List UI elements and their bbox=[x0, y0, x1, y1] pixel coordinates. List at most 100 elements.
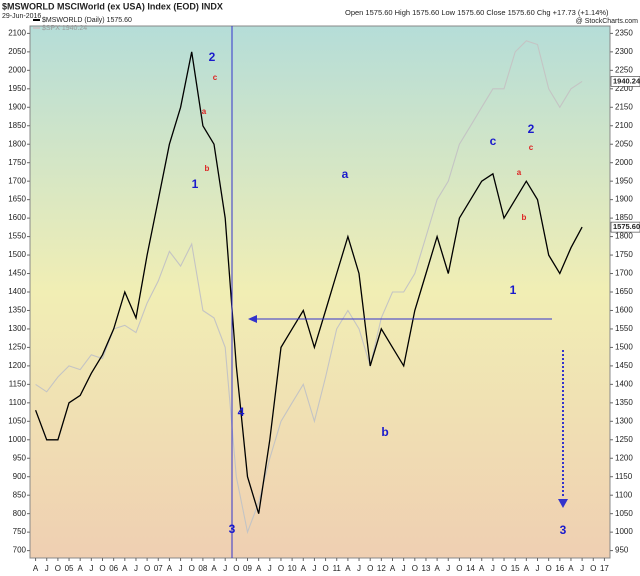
y-tick-label: 1300 bbox=[8, 324, 26, 333]
wave-label: a bbox=[517, 168, 522, 177]
wave-label: a bbox=[342, 167, 349, 181]
legend-label: $MSWORLD (Daily) 1575.60 bbox=[42, 17, 132, 24]
y-tick-label: 1450 bbox=[8, 269, 26, 278]
x-tick-label: A bbox=[434, 564, 440, 573]
y2-tick-label: 1250 bbox=[615, 435, 633, 444]
y2-tick-label: 950 bbox=[615, 546, 629, 555]
y-tick-label: 1800 bbox=[8, 139, 26, 148]
x-tick-label: A bbox=[256, 564, 262, 573]
x-tick-label: 11 bbox=[333, 564, 342, 573]
wave-label: 3 bbox=[560, 523, 567, 537]
wave-label: c bbox=[213, 73, 218, 82]
arrow-head bbox=[248, 315, 257, 323]
y-tick-label: 750 bbox=[13, 527, 27, 536]
y-tick-label: 1900 bbox=[8, 102, 26, 111]
y2-tick-label: 2350 bbox=[615, 28, 633, 37]
x-tick-label: O bbox=[456, 564, 462, 573]
y-tick-label: 1050 bbox=[8, 416, 26, 425]
x-tick-label: A bbox=[345, 564, 351, 573]
wave-label: b bbox=[205, 164, 210, 173]
y-tick-label: 800 bbox=[13, 509, 27, 518]
x-tick-label: J bbox=[312, 564, 316, 573]
y-tick-label: 1500 bbox=[8, 250, 26, 259]
plot-area bbox=[29, 25, 611, 559]
y2-tick-label: 1400 bbox=[615, 379, 633, 388]
y-tick-label: 1200 bbox=[8, 361, 26, 370]
wave-label: 1 bbox=[510, 283, 517, 297]
x-tick-label: A bbox=[479, 564, 485, 573]
x-tick-label: 17 bbox=[600, 564, 609, 573]
y2-tick-label: 1450 bbox=[615, 361, 633, 370]
wave-label: c bbox=[490, 134, 497, 148]
x-tick-label: J bbox=[134, 564, 138, 573]
wave-label: 4 bbox=[238, 405, 245, 419]
y2-tick-label: 1750 bbox=[615, 250, 633, 259]
y-tick-label: 1750 bbox=[8, 158, 26, 167]
y-tick-label: 950 bbox=[13, 453, 27, 462]
x-tick-label: J bbox=[223, 564, 227, 573]
y-tick-label: 1350 bbox=[8, 306, 26, 315]
y-tick-label: 1400 bbox=[8, 287, 26, 296]
y2-tick-label: 1050 bbox=[615, 509, 633, 518]
wave-label: b bbox=[381, 425, 388, 439]
arrow-head bbox=[558, 499, 568, 508]
y2-tick-label: 1800 bbox=[615, 232, 633, 241]
y2-tick-label: 1850 bbox=[615, 213, 633, 222]
y-tick-label: 900 bbox=[13, 472, 27, 481]
y-tick-label: 1650 bbox=[8, 195, 26, 204]
x-tick-label: J bbox=[446, 564, 450, 573]
x-tick-label: J bbox=[45, 564, 49, 573]
x-tick-label: J bbox=[89, 564, 93, 573]
x-tick-label: 08 bbox=[198, 564, 207, 573]
x-tick-label: A bbox=[167, 564, 173, 573]
y2-tick-label: 1500 bbox=[615, 343, 633, 352]
x-tick-label: O bbox=[590, 564, 596, 573]
x-tick-label: O bbox=[278, 564, 284, 573]
x-tick-label: O bbox=[55, 564, 61, 573]
x-tick-label: J bbox=[580, 564, 584, 573]
y-tick-label: 1250 bbox=[8, 343, 26, 352]
x-tick-label: 07 bbox=[154, 564, 163, 573]
y-tick-label: 1150 bbox=[9, 379, 27, 388]
legend-label: $SPX 1940.24 bbox=[42, 25, 87, 32]
wave-label: b bbox=[522, 213, 527, 222]
x-tick-label: O bbox=[322, 564, 328, 573]
value-tag-box bbox=[610, 221, 640, 233]
value-tag-box bbox=[610, 76, 640, 87]
y2-tick-label: 2100 bbox=[615, 121, 633, 130]
y2-tick-label: 2300 bbox=[615, 47, 633, 56]
x-tick-label: 10 bbox=[288, 564, 297, 573]
wave-label: 1 bbox=[192, 177, 199, 191]
wave-label: 3 bbox=[229, 522, 236, 536]
x-tick-label: A bbox=[122, 564, 128, 573]
x-tick-label: A bbox=[211, 564, 217, 573]
x-tick-label: 16 bbox=[555, 564, 564, 573]
x-tick-label: O bbox=[412, 564, 418, 573]
chart-title: $MSWORLD MSCIWorld (ex USA) Index (EOD) … bbox=[2, 1, 223, 11]
y2-tick-label: 1900 bbox=[615, 195, 633, 204]
credit: @ StockCharts.com bbox=[576, 18, 639, 25]
y2-tick-label: 1200 bbox=[615, 453, 633, 462]
y2-tick-label: 2250 bbox=[615, 65, 633, 74]
x-tick-label: J bbox=[179, 564, 183, 573]
value-tag: 1575.60 bbox=[613, 222, 640, 231]
x-tick-label: O bbox=[546, 564, 552, 573]
x-tick-label: A bbox=[524, 564, 530, 573]
y-tick-label: 1100 bbox=[9, 398, 27, 407]
y-tick-label: 1000 bbox=[8, 435, 26, 444]
x-tick-label: 12 bbox=[377, 564, 386, 573]
x-tick-label: J bbox=[402, 564, 406, 573]
plot bbox=[34, 40, 583, 535]
y2-tick-label: 1350 bbox=[615, 398, 633, 407]
y-tick-label: 2100 bbox=[8, 28, 26, 37]
y2-tick-label: 2000 bbox=[615, 158, 633, 167]
wave-label: c bbox=[529, 143, 534, 152]
x-tick-label: O bbox=[501, 564, 507, 573]
x-tick-label: O bbox=[189, 564, 195, 573]
y-tick-label: 850 bbox=[13, 490, 27, 499]
x-tick-label: O bbox=[233, 564, 239, 573]
x-tick-label: O bbox=[99, 564, 105, 573]
x-tick-label: A bbox=[568, 564, 574, 573]
y2-tick-label: 1100 bbox=[615, 490, 633, 499]
